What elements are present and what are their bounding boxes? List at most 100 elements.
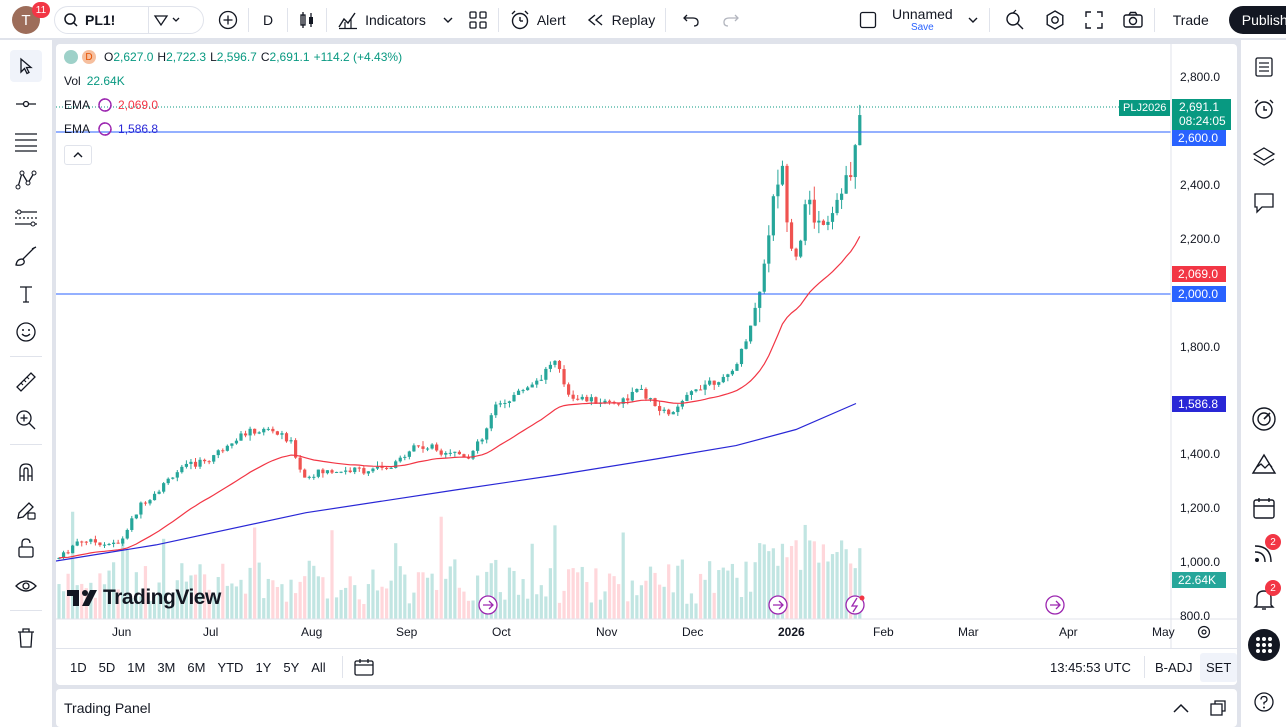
ema-slow-price-label: 1,586.8 bbox=[1172, 396, 1226, 412]
layouts-button[interactable] bbox=[462, 5, 494, 35]
volume-legend[interactable]: Vol 22.64K bbox=[64, 74, 125, 88]
range-5d[interactable]: 5D bbox=[98, 659, 116, 675]
volume-bar bbox=[494, 559, 498, 619]
volume-bar bbox=[80, 583, 84, 619]
volume-bar bbox=[653, 572, 657, 619]
ema-fast-legend[interactable]: EMA 2,069.0 bbox=[64, 98, 158, 112]
back-adjust-toggle[interactable]: B-ADJ bbox=[1155, 659, 1193, 675]
range-5y[interactable]: 5Y bbox=[283, 659, 300, 675]
products-button[interactable] bbox=[1247, 628, 1281, 662]
chevron-up-icon[interactable] bbox=[1172, 702, 1190, 714]
symbol-search[interactable]: PL1! bbox=[54, 6, 204, 34]
volume-bar bbox=[221, 563, 225, 619]
price-tick: 2,800.0 bbox=[1180, 70, 1221, 84]
technicals-button[interactable] bbox=[1247, 402, 1281, 436]
candle-body bbox=[648, 398, 653, 400]
visibility-tool[interactable] bbox=[10, 570, 42, 602]
session-dot[interactable]: D bbox=[82, 50, 96, 64]
remove-drawings-tool[interactable] bbox=[10, 622, 42, 654]
layout-name: Unnamed bbox=[892, 6, 953, 22]
clock[interactable]: 13:45:53 UTC bbox=[1050, 659, 1131, 675]
candle-body bbox=[84, 541, 88, 543]
candle-body bbox=[357, 467, 361, 469]
quick-search-button[interactable] bbox=[998, 5, 1032, 35]
magnet-tool[interactable] bbox=[10, 456, 42, 488]
text-tool[interactable] bbox=[10, 278, 42, 310]
price-tick: 1,800.0 bbox=[1180, 340, 1221, 354]
indicators-button[interactable]: Indicators bbox=[331, 5, 460, 35]
price-axis[interactable]: 2,800.0 2,400.0 2,200.0 1,800.0 1,400.0 … bbox=[1171, 44, 1237, 623]
stream-button[interactable]: 2 bbox=[1247, 534, 1281, 570]
range-all[interactable]: All bbox=[311, 659, 326, 675]
range-3m[interactable]: 3M bbox=[157, 659, 176, 675]
projection-tool[interactable] bbox=[10, 202, 42, 234]
session-dot[interactable] bbox=[64, 50, 78, 64]
candle-body bbox=[603, 400, 607, 403]
measure-tool[interactable] bbox=[10, 366, 42, 398]
fib-tool[interactable] bbox=[10, 126, 42, 158]
volume-bar bbox=[826, 561, 830, 619]
volume-bar bbox=[689, 593, 694, 619]
range-1d[interactable]: 1D bbox=[70, 659, 87, 675]
tradingview-logo[interactable]: TradingView bbox=[66, 586, 221, 610]
calendar-button[interactable] bbox=[1247, 491, 1281, 525]
trend-line-tool[interactable] bbox=[10, 88, 42, 120]
collapse-legend-button[interactable] bbox=[64, 145, 92, 165]
replay-button[interactable]: Replay bbox=[580, 5, 662, 35]
redo-button[interactable] bbox=[716, 5, 746, 35]
trade-button[interactable]: Trade bbox=[1163, 5, 1219, 35]
alert-button[interactable]: Alert bbox=[503, 5, 572, 35]
high-label: H bbox=[157, 50, 167, 64]
candle-body bbox=[148, 500, 152, 504]
ema-slow-line[interactable] bbox=[56, 402, 857, 562]
settings-button[interactable] bbox=[1038, 5, 1072, 35]
axis-settings-icon[interactable] bbox=[1196, 624, 1212, 640]
range-6m[interactable]: 6M bbox=[187, 659, 206, 675]
cursor-tool[interactable] bbox=[10, 50, 42, 82]
lock-drawing-tool[interactable] bbox=[10, 494, 42, 526]
add-symbol-button[interactable] bbox=[212, 5, 244, 35]
undo-button[interactable] bbox=[676, 5, 706, 35]
help-button[interactable] bbox=[1247, 687, 1281, 717]
snapshot-button[interactable] bbox=[1116, 5, 1150, 35]
candle-body bbox=[639, 388, 643, 390]
ema-slow-legend[interactable]: EMA 1,586.8 bbox=[64, 122, 158, 136]
zoom-tool[interactable] bbox=[10, 404, 42, 436]
publish-button[interactable]: Publish bbox=[1228, 6, 1286, 34]
pattern-tool[interactable] bbox=[10, 164, 42, 196]
candle-body bbox=[607, 400, 612, 402]
layout-menu-button[interactable]: Unnamed Save bbox=[852, 5, 985, 35]
fullscreen-button[interactable] bbox=[1078, 5, 1110, 35]
range-1y[interactable]: 1Y bbox=[255, 659, 272, 675]
chart-type-button[interactable] bbox=[292, 5, 322, 35]
lock-tool[interactable] bbox=[10, 532, 42, 564]
compare-icon[interactable] bbox=[153, 13, 183, 27]
chats-button[interactable] bbox=[1247, 186, 1281, 220]
volume-bar bbox=[57, 584, 61, 619]
session-toggle[interactable]: SET bbox=[1200, 652, 1237, 682]
maximize-icon[interactable] bbox=[1209, 699, 1227, 717]
event-markers[interactable] bbox=[478, 595, 1065, 615]
time-axis[interactable]: Jun Jul Aug Sep Oct Nov Dec 2026 Feb Mar… bbox=[56, 620, 1237, 648]
watchlist-button[interactable] bbox=[1247, 50, 1281, 84]
alerts-button[interactable] bbox=[1247, 92, 1281, 126]
volume-bar bbox=[466, 600, 471, 619]
brush-tool[interactable] bbox=[10, 240, 42, 272]
volume-bar bbox=[648, 566, 653, 619]
grid-icon bbox=[469, 11, 487, 29]
chart-pane[interactable]: D O 2,627.0 H 2,722.3 L 2,596.7 C 2,691.1 +1… bbox=[56, 44, 1237, 685]
ema-fast-line[interactable] bbox=[58, 236, 861, 559]
volume-bar bbox=[212, 595, 216, 619]
range-ytd[interactable]: YTD bbox=[217, 659, 244, 675]
candle-body bbox=[394, 461, 398, 468]
notifications-button[interactable]: 2 bbox=[1247, 580, 1281, 616]
trading-panel[interactable]: Trading Panel bbox=[56, 689, 1237, 727]
data-window-button[interactable] bbox=[1247, 140, 1281, 174]
ideas-button[interactable] bbox=[1247, 447, 1281, 481]
emoji-tool[interactable] bbox=[10, 316, 42, 348]
price-chart[interactable] bbox=[56, 44, 1237, 648]
date-range-icon[interactable] bbox=[353, 657, 375, 677]
interval-button[interactable]: D bbox=[253, 5, 283, 35]
candle-body bbox=[230, 443, 234, 446]
range-1m[interactable]: 1M bbox=[127, 659, 146, 675]
